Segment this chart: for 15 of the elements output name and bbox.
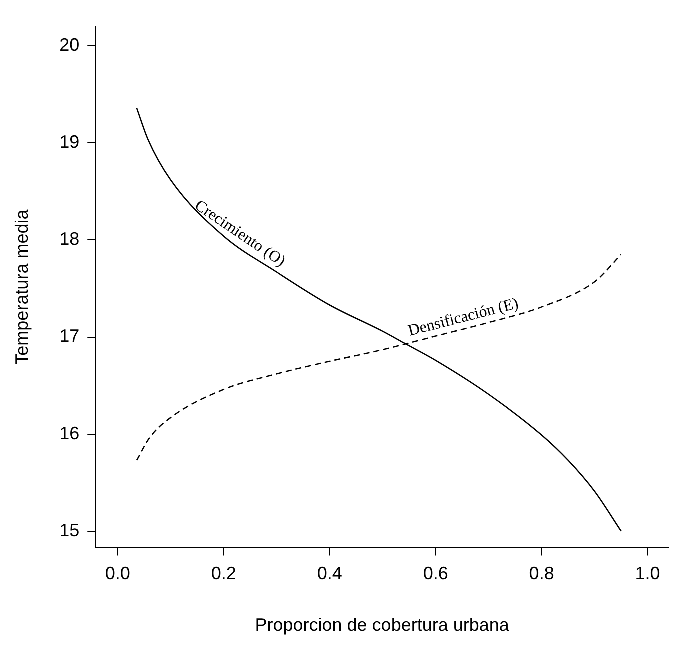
y-tick-label: 19 (60, 132, 80, 152)
y-tick-label: 17 (60, 326, 80, 346)
x-tick-label: 0.0 (105, 564, 130, 584)
y-tick-label: 15 (60, 520, 80, 540)
y-tick-label: 16 (60, 423, 80, 444)
x-tick-label: 0.6 (423, 564, 448, 584)
x-tick-label: 0.8 (529, 564, 554, 584)
x-tick-label: 0.2 (211, 564, 236, 584)
x-tick-label: 0.4 (317, 564, 342, 584)
x-tick-label: 1.0 (635, 564, 660, 584)
y-tick-label: 20 (60, 35, 80, 56)
y-axis-title: Temperatura media (12, 208, 32, 365)
x-axis-title: Proporcion de cobertura urbana (255, 615, 510, 636)
y-tick-label: 18 (60, 229, 80, 250)
line-series (136, 108, 622, 532)
